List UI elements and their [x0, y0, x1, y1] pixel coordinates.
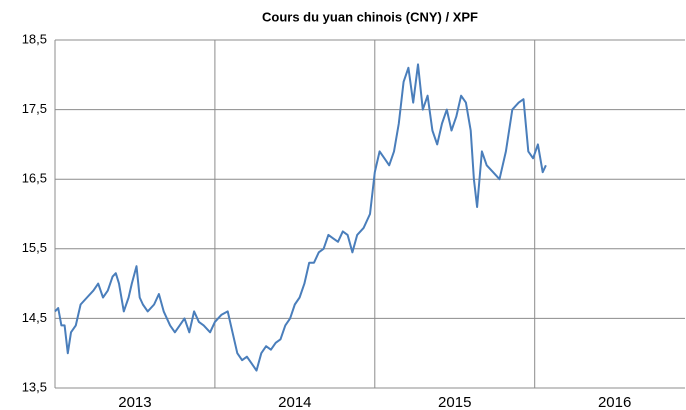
- x-tick-label: 2014: [278, 394, 311, 410]
- x-tick-label: 2016: [598, 394, 631, 410]
- data-line: [54, 63, 547, 372]
- y-tick-label: 13,5: [22, 379, 47, 394]
- y-tick-label: 14,5: [22, 310, 47, 325]
- y-tick-label: 18,5: [22, 31, 47, 46]
- x-tick-label: 2015: [438, 394, 471, 410]
- chart-title: Cours du yuan chinois (CNY) / XPF: [262, 9, 478, 24]
- x-tick-label: 2013: [118, 394, 151, 410]
- y-tick-label: 15,5: [22, 240, 47, 255]
- y-tick-label: 17,5: [22, 101, 47, 116]
- y-tick-label: 16,5: [22, 171, 47, 186]
